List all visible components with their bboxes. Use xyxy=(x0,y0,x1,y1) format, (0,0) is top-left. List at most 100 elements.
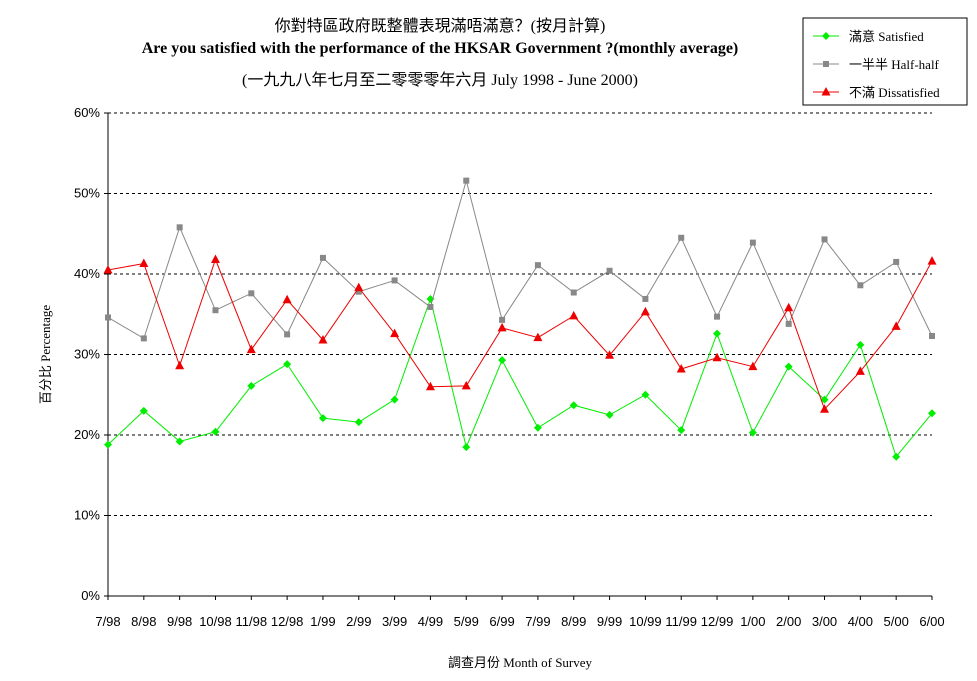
data-point-diamond xyxy=(605,410,614,419)
x-tick-label: 12/99 xyxy=(701,614,734,629)
data-point-diamond xyxy=(641,390,650,399)
data-point-diamond xyxy=(892,452,901,461)
series-0 xyxy=(104,294,936,461)
x-tick-label: 3/99 xyxy=(382,614,407,629)
series-line xyxy=(107,178,933,340)
x-tick-label: 12/98 xyxy=(271,614,304,629)
data-point-triangle xyxy=(497,322,507,332)
data-point-triangle xyxy=(354,282,364,292)
chart-title-english: Are you satisfied with the performance o… xyxy=(141,40,739,57)
data-point-square xyxy=(823,61,829,67)
data-point-diamond xyxy=(498,356,507,365)
data-point-triangle xyxy=(425,381,435,391)
data-point-triangle xyxy=(318,335,328,344)
legend-box xyxy=(802,17,968,106)
data-point-diamond xyxy=(175,437,184,446)
legend-label: 一半半 Half-half xyxy=(849,57,940,72)
x-tick-label: 7/98 xyxy=(95,614,120,629)
data-point-triangle xyxy=(390,328,400,338)
x-tick-label: 10/98 xyxy=(199,614,232,629)
data-point-square xyxy=(176,224,183,231)
data-point-square xyxy=(678,234,685,241)
data-point-triangle xyxy=(461,380,471,390)
y-tick-label: 30% xyxy=(74,347,100,362)
data-point-diamond xyxy=(713,329,722,338)
data-point-diamond xyxy=(677,426,686,435)
data-point-triangle xyxy=(821,87,831,96)
data-point-diamond xyxy=(533,423,542,432)
data-point-triangle xyxy=(855,366,865,375)
x-tick-label: 8/99 xyxy=(561,614,586,629)
series-2 xyxy=(103,254,937,413)
data-point-diamond xyxy=(247,381,256,390)
legend-item: 不滿 Dissatisfied xyxy=(813,85,940,100)
x-tick-label: 1/99 xyxy=(310,614,335,629)
series-line xyxy=(107,258,933,411)
data-point-square xyxy=(893,258,900,265)
y-axis-label: 百分比 Percentage xyxy=(38,305,53,405)
x-tick-label: 5/00 xyxy=(884,614,909,629)
x-tick-label: 5/99 xyxy=(454,614,479,629)
data-point-diamond xyxy=(928,409,936,418)
data-point-triangle xyxy=(891,321,901,330)
data-point-square xyxy=(570,289,577,296)
data-point-triangle xyxy=(282,294,292,304)
x-tick-label: 9/99 xyxy=(597,614,622,629)
y-tick-label: 40% xyxy=(74,266,100,281)
data-point-diamond xyxy=(139,406,148,415)
x-tick-label: 9/98 xyxy=(167,614,192,629)
data-point-triangle xyxy=(175,360,185,370)
x-tick-label: 8/98 xyxy=(131,614,156,629)
data-point-square xyxy=(248,290,255,297)
data-point-square xyxy=(284,331,291,338)
x-tick-label: 6/99 xyxy=(489,614,514,629)
data-point-triangle xyxy=(103,264,113,274)
data-point-diamond xyxy=(104,440,112,449)
legend-item: 一半半 Half-half xyxy=(813,57,940,72)
y-tick-label: 20% xyxy=(74,427,100,442)
gridlines xyxy=(108,112,932,516)
data-point-diamond xyxy=(748,428,757,437)
data-point-square xyxy=(427,304,434,311)
data-point-triangle xyxy=(246,344,256,354)
x-tick-label: 4/00 xyxy=(848,614,873,629)
x-tick-label: 1/00 xyxy=(740,614,765,629)
data-point-diamond xyxy=(784,362,793,371)
data-point-diamond xyxy=(820,395,829,404)
y-axis-ticks: 0% 10% 20% 30% 40% 50% 60% xyxy=(74,105,108,603)
data-point-triangle xyxy=(712,352,722,362)
data-point-square xyxy=(212,307,219,314)
data-point-diamond xyxy=(856,340,865,349)
data-point-diamond xyxy=(211,427,220,436)
data-point-square xyxy=(642,295,649,302)
data-point-diamond xyxy=(283,360,292,369)
data-point-square xyxy=(534,262,541,269)
data-point-triangle xyxy=(139,258,149,268)
x-tick-label: 7/99 xyxy=(525,614,550,629)
x-axis-label: 調查月份 Month of Survey xyxy=(448,655,593,670)
y-tick-label: 10% xyxy=(74,508,100,523)
data-point-square xyxy=(821,236,828,243)
data-point-square xyxy=(105,314,111,321)
x-tick-label: 2/99 xyxy=(346,614,371,629)
data-point-diamond xyxy=(318,414,327,423)
data-point-triangle xyxy=(533,332,543,342)
axes xyxy=(107,113,932,597)
x-tick-label: 11/99 xyxy=(665,614,697,629)
legend-item: 滿意 Satisfied xyxy=(813,29,924,44)
x-tick-label: 10/99 xyxy=(629,614,662,629)
data-point-triangle xyxy=(927,256,937,265)
x-tick-label: 3/00 xyxy=(812,614,837,629)
y-tick-label: 50% xyxy=(74,186,100,201)
data-point-square xyxy=(785,320,792,327)
y-tick-label: 0% xyxy=(81,588,100,603)
series-line xyxy=(107,297,933,458)
data-point-square xyxy=(857,282,864,289)
data-point-triangle xyxy=(820,404,830,413)
data-point-square xyxy=(463,177,470,184)
data-point-diamond xyxy=(390,395,399,404)
data-point-triangle xyxy=(748,361,758,371)
data-point-square xyxy=(140,335,147,342)
data-point-diamond xyxy=(462,443,471,452)
x-tick-label: 4/99 xyxy=(418,614,443,629)
